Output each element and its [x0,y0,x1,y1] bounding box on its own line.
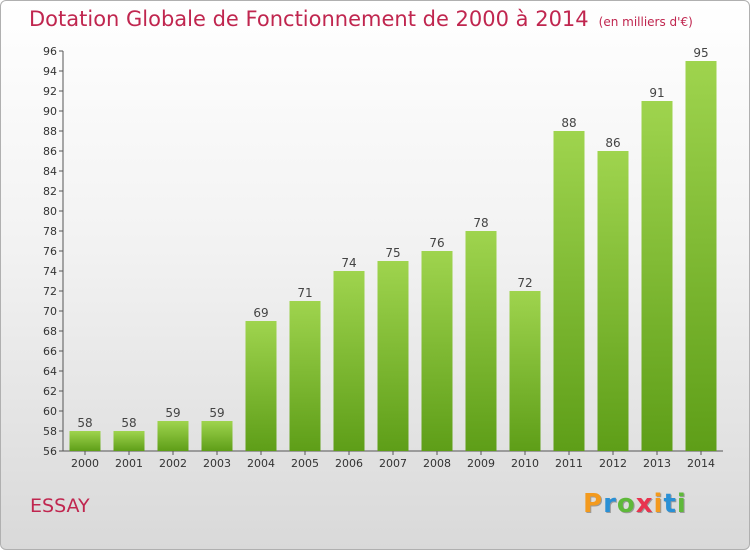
bar-value-label: 58 [77,416,92,430]
logo-letter: P [583,489,604,519]
bar [553,131,585,451]
bar [157,421,189,451]
bar-value-label: 95 [693,46,708,60]
bar-value-label: 58 [121,416,136,430]
bar-value-label: 72 [517,276,532,290]
x-tick-label: 2009 [467,457,495,470]
bar [201,421,233,451]
bar [509,291,541,451]
x-tick-label: 2012 [599,457,627,470]
y-tick-label: 80 [43,205,57,218]
bar-value-label: 71 [297,286,312,300]
chart-title: Dotation Globale de Fonctionnement de 20… [29,7,693,31]
x-tick-label: 2014 [687,457,715,470]
x-tick-label: 2003 [203,457,231,470]
x-tick-label: 2013 [643,457,671,470]
x-tick-label: 2006 [335,457,363,470]
logo-letter: x [635,489,654,519]
y-tick-label: 82 [43,185,57,198]
y-tick-label: 72 [43,285,57,298]
bar [245,321,277,451]
bar-value-label: 88 [561,116,576,130]
bar-value-label: 69 [253,306,268,320]
x-tick-label: 2011 [555,457,583,470]
y-tick-label: 88 [43,125,57,138]
x-tick-label: 2005 [291,457,319,470]
y-tick-label: 92 [43,85,57,98]
bar-value-label: 75 [385,246,400,260]
logo-letter: o [616,489,636,519]
y-tick-label: 96 [43,45,57,58]
bar-value-label: 76 [429,236,444,250]
bar [421,251,453,451]
logo-letter: i [653,489,664,519]
bar-value-label: 78 [473,216,488,230]
y-tick-label: 94 [43,65,57,78]
title-main: Dotation Globale de Fonctionnement de 20… [29,7,589,31]
y-tick-label: 84 [43,165,57,178]
y-tick-label: 60 [43,405,57,418]
bar [289,301,321,451]
y-tick-label: 56 [43,445,57,458]
bar [69,431,101,451]
commune-name: ESSAY [30,495,90,517]
bar-value-label: 74 [341,256,356,270]
x-tick-label: 2007 [379,457,407,470]
y-tick-label: 70 [43,305,57,318]
y-tick-label: 74 [43,265,57,278]
bar [113,431,145,451]
title-unit: (en milliers d'€) [598,15,693,29]
bar [465,231,497,451]
bar [333,271,365,451]
x-tick-label: 2004 [247,457,275,470]
bar-value-label: 86 [605,136,620,150]
y-tick-label: 66 [43,345,57,358]
x-tick-label: 2008 [423,457,451,470]
bar-value-label: 59 [209,406,224,420]
y-tick-label: 86 [43,145,57,158]
y-tick-label: 62 [43,385,57,398]
bar-value-label: 59 [165,406,180,420]
x-tick-label: 2001 [115,457,143,470]
bar [641,101,673,451]
bar-value-label: 91 [649,86,664,100]
y-tick-label: 58 [43,425,57,438]
x-tick-label: 2002 [159,457,187,470]
y-tick-label: 68 [43,325,57,338]
proxiti-logo: Proxiti [583,489,687,519]
logo-letter: t [663,489,677,519]
bar [597,151,629,451]
bar [377,261,409,451]
y-tick-label: 76 [43,245,57,258]
x-tick-label: 2010 [511,457,539,470]
y-tick-label: 64 [43,365,57,378]
logo-letter: r [603,489,617,519]
logo-letter: i [676,489,687,519]
y-tick-label: 90 [43,105,57,118]
y-tick-label: 78 [43,225,57,238]
bar [685,61,717,451]
x-tick-label: 2000 [71,457,99,470]
